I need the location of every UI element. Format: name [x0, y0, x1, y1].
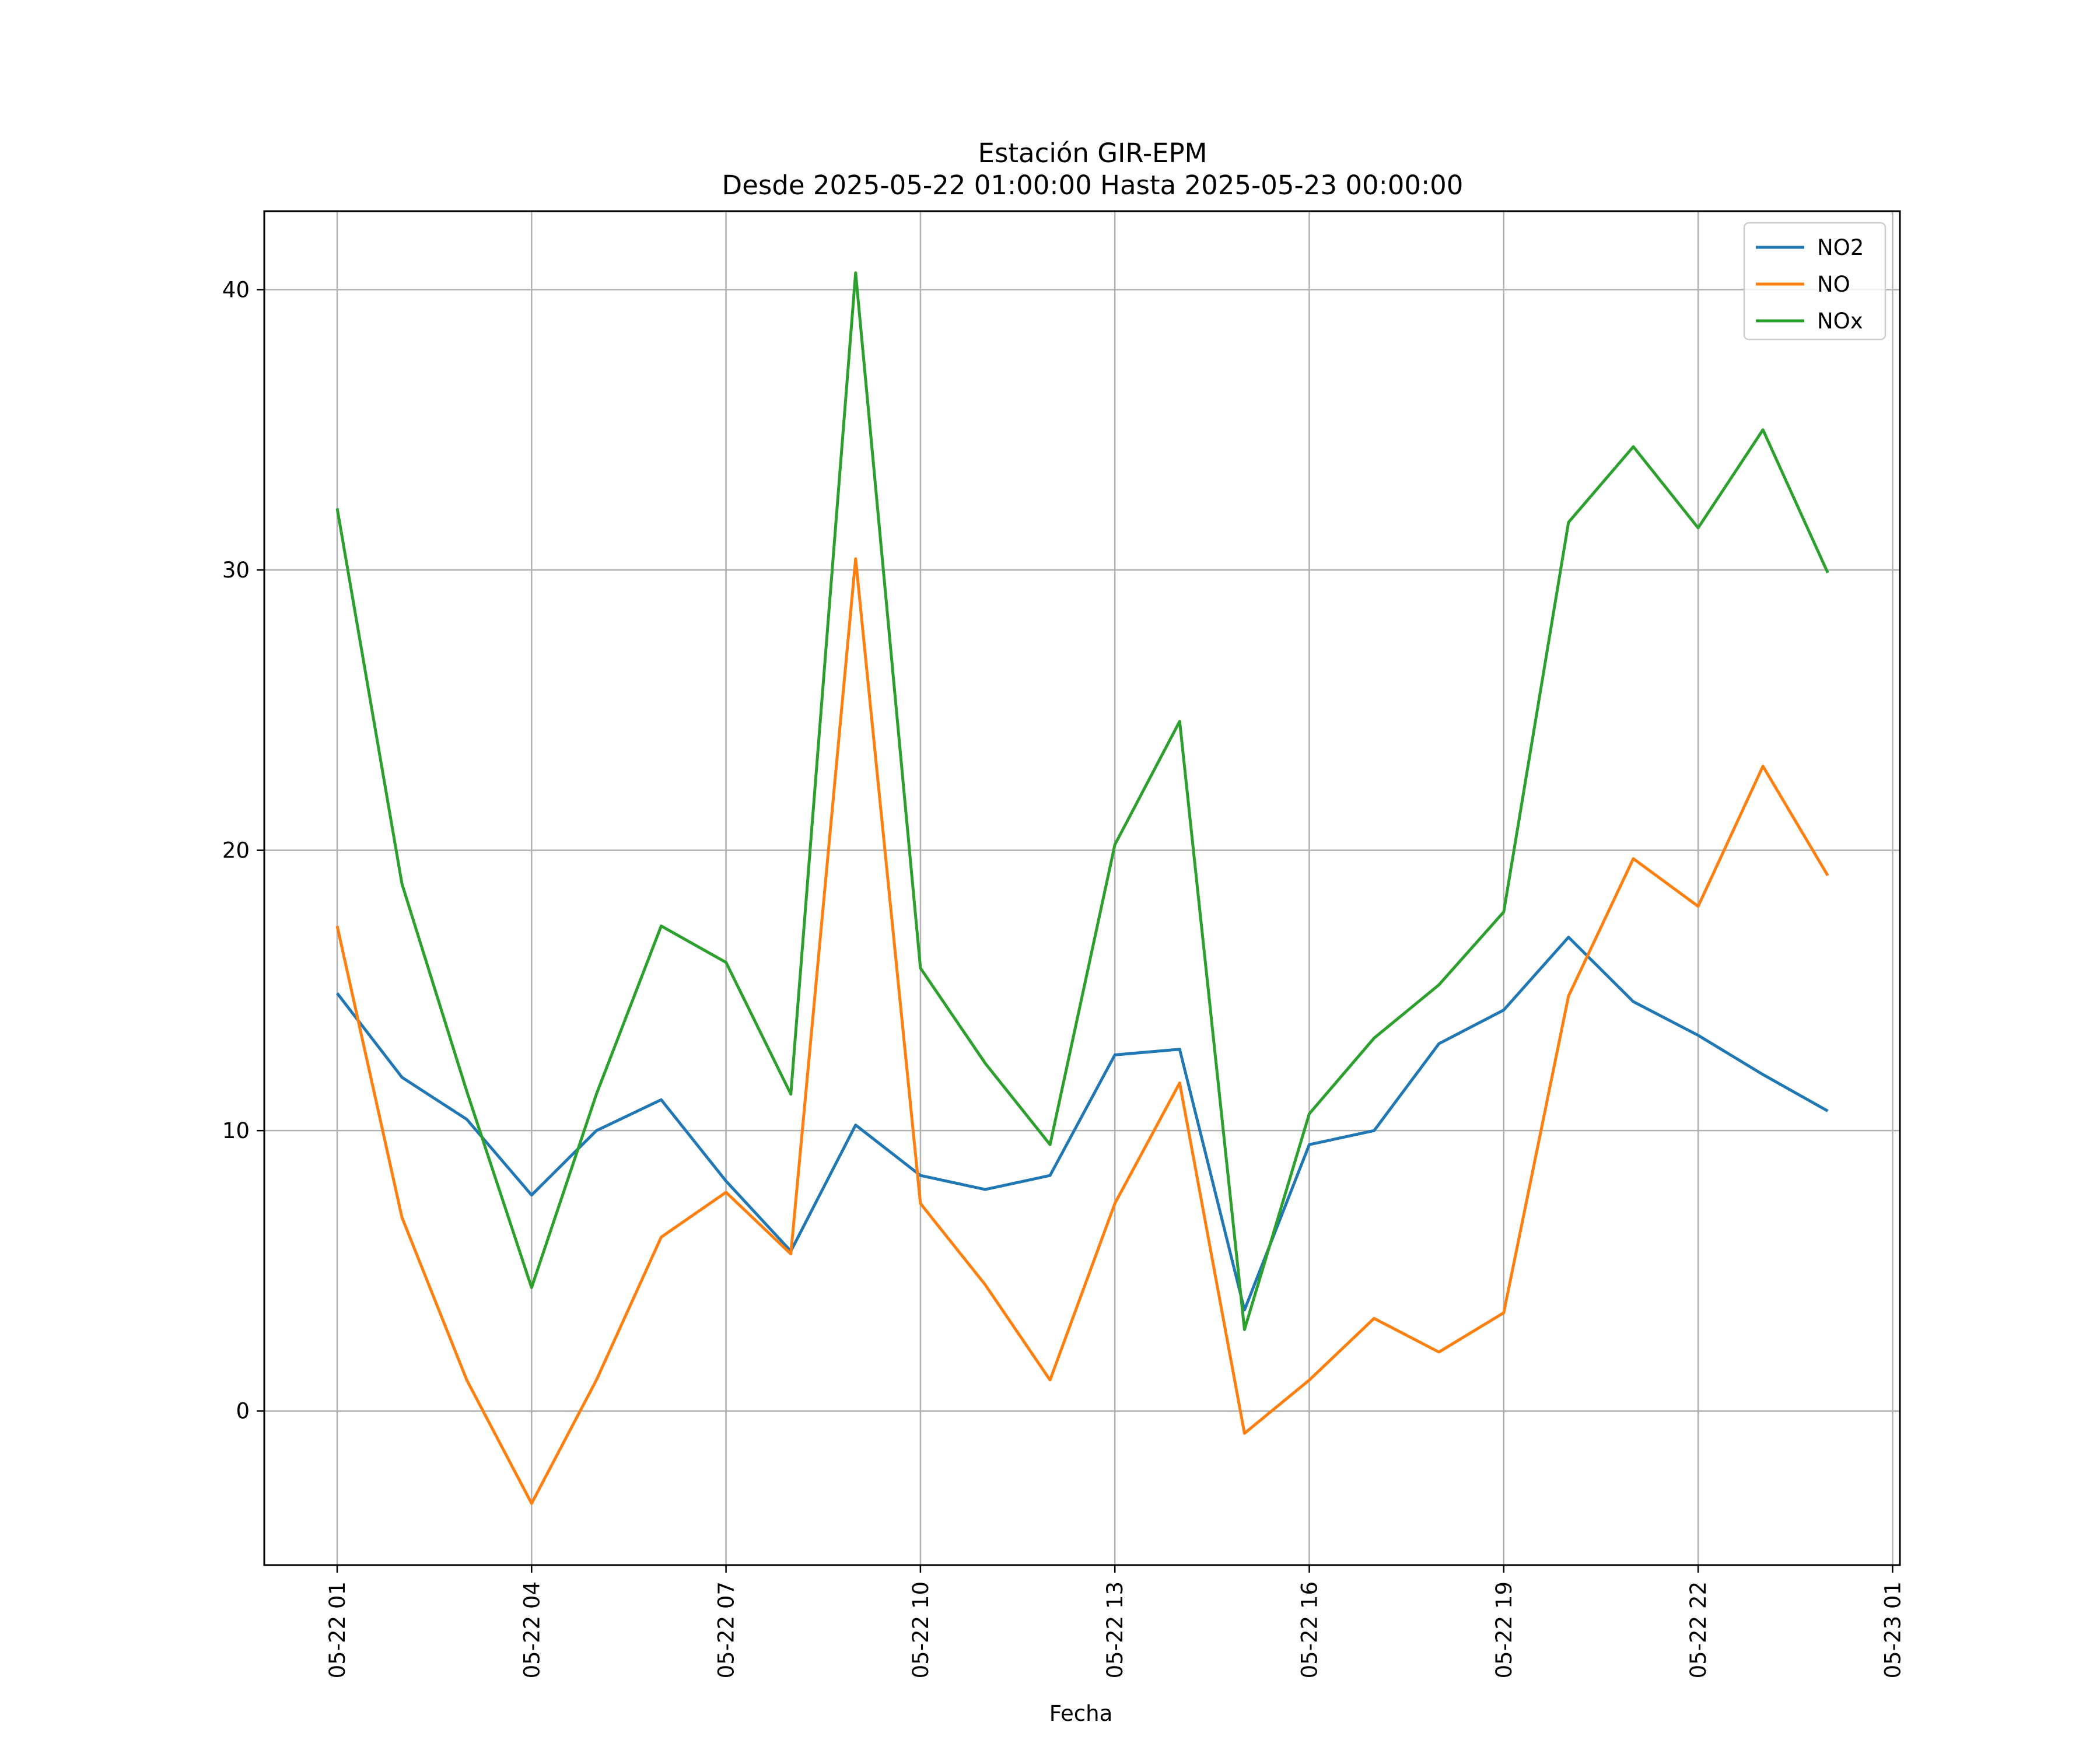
legend-label-no: NO: [1817, 272, 1850, 297]
x-tick-label: 05-22 16: [1297, 1581, 1322, 1678]
x-tick-label: 05-22 19: [1492, 1581, 1517, 1678]
x-tick-label: 05-22 13: [1102, 1581, 1128, 1678]
legend-label-nox: NOx: [1817, 309, 1863, 334]
x-tick-label: 05-23 01: [1880, 1581, 1905, 1678]
x-tick-label: 05-22 04: [519, 1581, 544, 1678]
x-axis-label: Fecha: [1049, 1701, 1113, 1726]
y-tick-label: 20: [222, 838, 250, 863]
x-tick-label: 05-22 10: [908, 1581, 933, 1678]
y-tick-label: 0: [236, 1399, 250, 1424]
chart-title: Estación GIR-EPM: [978, 138, 1208, 169]
legend: NO2 NO NOx: [1743, 222, 1887, 341]
axis-ticks: 05-22 01 05-22 04 05-22 07 05-22 10 05-22 13…: [222, 278, 1905, 1679]
plot-frame: [263, 210, 1901, 1566]
y-tick-label: 30: [222, 558, 250, 583]
series-line-no2: [336, 936, 1829, 1312]
x-tick-label: 05-22 01: [325, 1581, 350, 1678]
grid: [264, 211, 1900, 1565]
series-line-no: [335, 557, 1829, 1505]
x-tick-label: 05-22 07: [714, 1581, 739, 1678]
legend-label-no2: NO2: [1817, 235, 1864, 260]
series-lines: [335, 271, 1829, 1505]
series-line-nox: [335, 271, 1829, 1331]
legend-box: [1743, 222, 1887, 341]
x-tick-label: 05-22 22: [1686, 1581, 1711, 1678]
y-tick-label: 10: [222, 1118, 250, 1143]
chart-subtitle: Desde 2025-05-22 01:00:00 Hasta 2025-05-…: [722, 170, 1464, 201]
y-tick-label: 40: [222, 278, 250, 303]
